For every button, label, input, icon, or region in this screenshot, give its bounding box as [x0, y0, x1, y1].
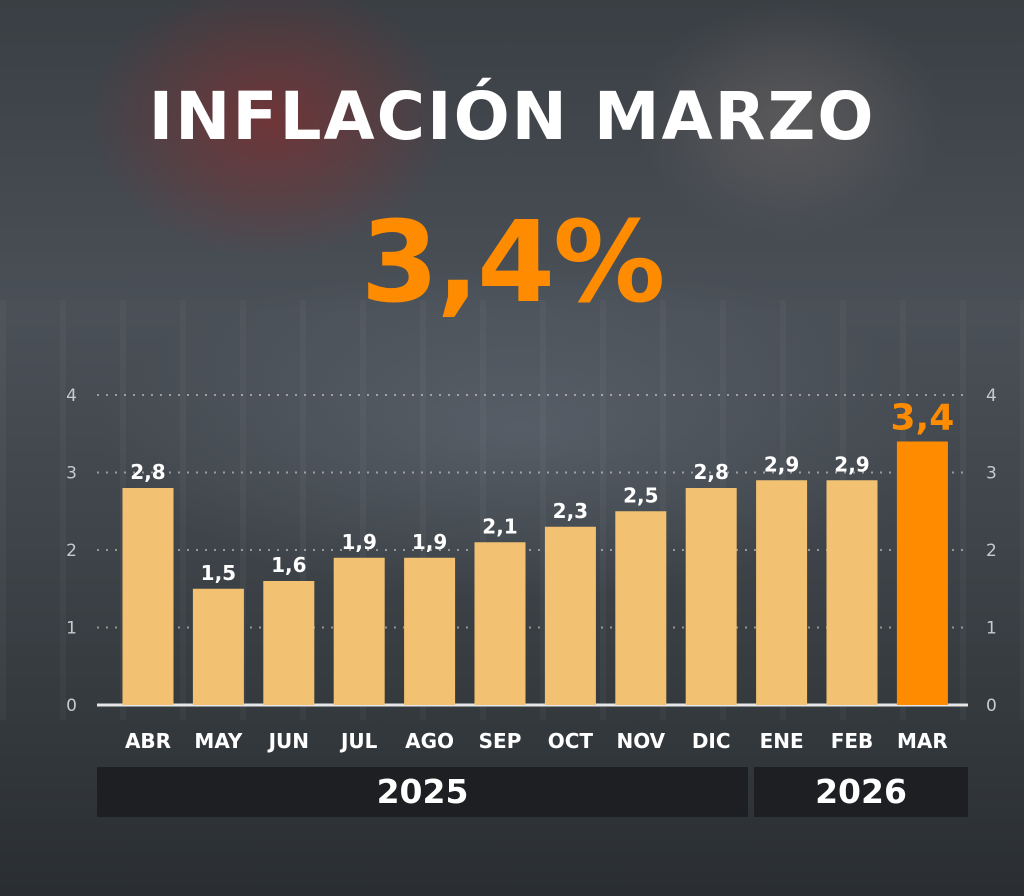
data-label-jul: 1,9: [341, 530, 376, 554]
bar-feb: [826, 480, 878, 705]
headline-value: 3,4%: [360, 198, 666, 328]
y-tick-label-right: 3: [986, 464, 997, 484]
y-tick-label-right: 4: [986, 386, 997, 406]
bar-may: [192, 588, 244, 705]
bar-nov: [615, 511, 667, 705]
x-tick-label-abr: ABR: [125, 729, 171, 753]
y-tick-label-left: 1: [66, 619, 77, 639]
y-tick-label-left: 4: [66, 386, 77, 406]
x-tick-label-feb: FEB: [831, 729, 874, 753]
bar-sep: [474, 542, 526, 705]
data-label-ene: 2,9: [764, 452, 799, 476]
x-tick-label-nov: NOV: [616, 729, 665, 753]
x-tick-label-oct: OCT: [548, 729, 594, 753]
y-tick-label-right: 0: [986, 696, 997, 716]
y-tick-label-left: 2: [66, 541, 77, 561]
bar-ago: [404, 557, 456, 705]
y-tick-label-left: 3: [66, 464, 77, 484]
bar-abr: [122, 488, 174, 705]
bar-jun: [263, 581, 315, 705]
x-tick-label-dic: DIC: [692, 729, 731, 753]
data-label-sep: 2,1: [482, 514, 517, 538]
x-tick-label-ago: AGO: [405, 729, 454, 753]
y-tick-label-right: 1: [986, 619, 997, 639]
data-label-jun: 1,6: [271, 553, 306, 577]
x-tick-label-ene: ENE: [760, 729, 804, 753]
data-label-abr: 2,8: [130, 460, 165, 484]
page-title: INFLACIÓN MARZO: [148, 78, 876, 155]
bar-oct: [544, 526, 596, 705]
data-label-may: 1,5: [201, 561, 236, 585]
data-label-dic: 2,8: [693, 460, 728, 484]
data-label-feb: 2,9: [834, 452, 869, 476]
data-label-mar: 3,4: [891, 398, 955, 439]
x-tick-label-jul: JUL: [339, 729, 378, 753]
y-tick-label-left: 0: [66, 696, 77, 716]
x-tick-label-may: MAY: [194, 729, 242, 753]
bar-dic: [685, 488, 737, 705]
bar-mar: [896, 441, 948, 705]
bar-jul: [333, 557, 385, 705]
bar-ene: [756, 480, 808, 705]
year-label-2025: 2025: [97, 767, 748, 817]
data-label-ago: 1,9: [412, 530, 447, 554]
x-tick-label-mar: MAR: [897, 729, 948, 753]
data-label-nov: 2,5: [623, 483, 658, 507]
year-label-2026: 2026: [754, 767, 968, 817]
data-label-oct: 2,3: [553, 499, 588, 523]
x-tick-label-jun: JUN: [267, 729, 309, 753]
x-tick-label-sep: SEP: [479, 729, 522, 753]
y-tick-label-right: 2: [986, 541, 997, 561]
